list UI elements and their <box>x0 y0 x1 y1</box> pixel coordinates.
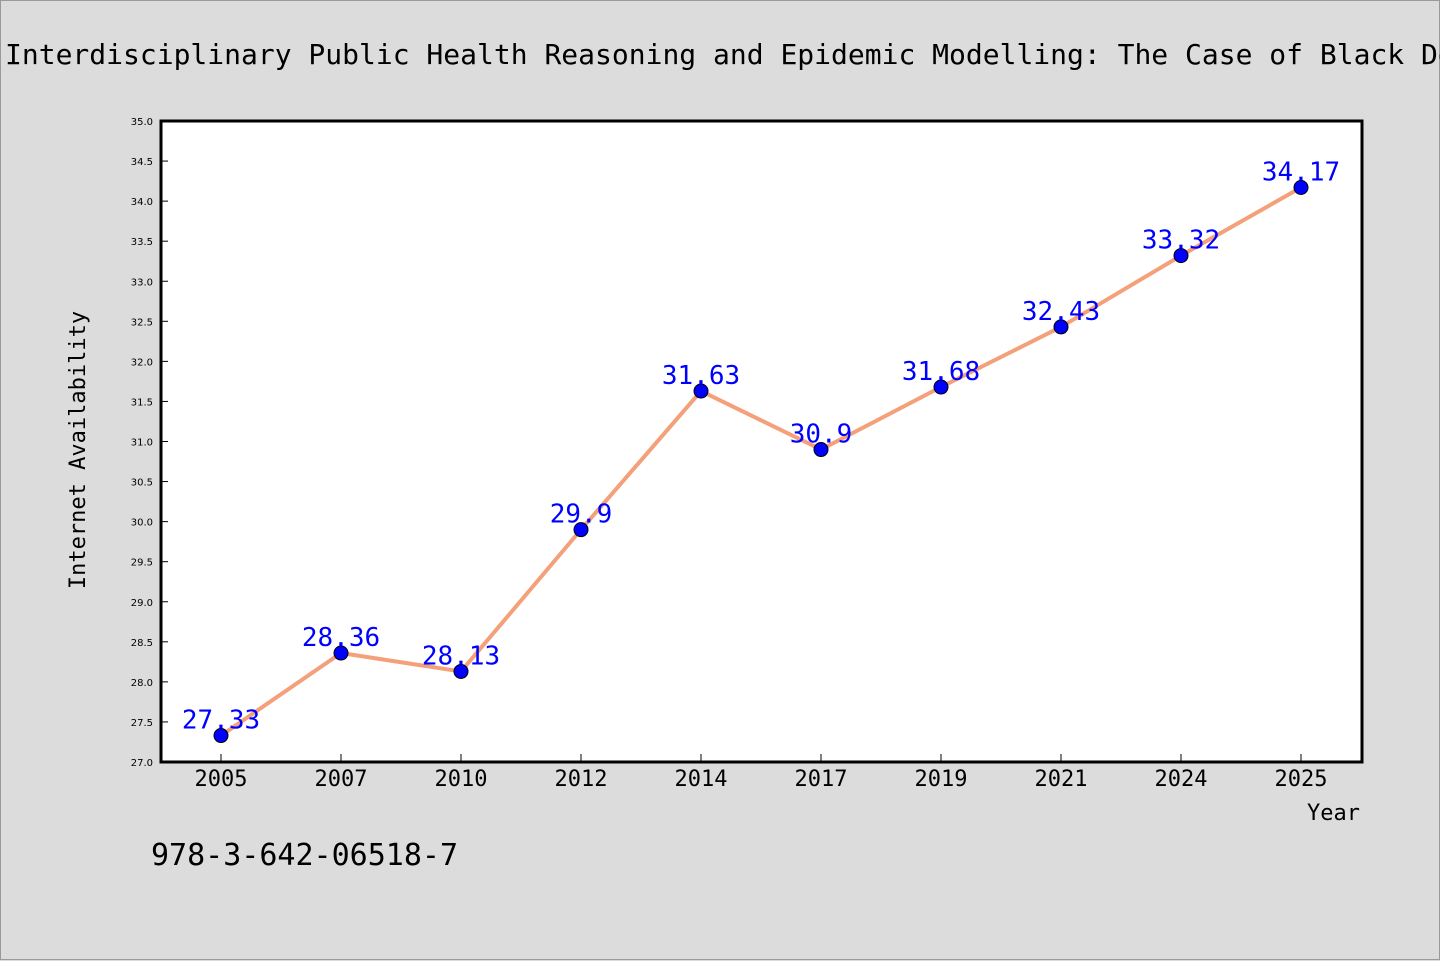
plot-area <box>159 119 1364 764</box>
data-label: 31.63 <box>662 361 740 391</box>
data-point <box>453 663 469 679</box>
y-tick-label: 33.5 <box>131 237 153 248</box>
y-tick-label: 27.5 <box>131 718 153 729</box>
data-point <box>1053 319 1069 335</box>
footer-isbn: 978-3-642-06518-7 <box>151 838 458 873</box>
data-label: 28.36 <box>302 623 380 653</box>
y-tick-label: 31.5 <box>131 397 153 408</box>
y-axis-label: Internet Availability <box>66 311 91 589</box>
y-tick-label: 27.0 <box>131 758 153 769</box>
y-tick-label: 31.0 <box>131 438 153 449</box>
series-markers <box>213 180 1309 744</box>
x-tick-label: 2017 <box>795 767 848 792</box>
data-label: 32.43 <box>1022 297 1100 327</box>
y-axis: 27.0 27.5 28.0 28.5 29.0 29.5 30.0 30.5 31.0 31.5… <box>131 117 168 769</box>
data-point <box>693 383 709 399</box>
data-point <box>1173 248 1189 264</box>
x-tick-label: 2007 <box>315 767 368 792</box>
x-axis: 2005 2007 2010 2012 2014 2017 2019 2021 2024 2025 <box>195 754 1328 792</box>
x-tick-label: 2010 <box>435 767 488 792</box>
x-tick-label: 2024 <box>1155 767 1208 792</box>
y-tick-label: 33.0 <box>131 277 153 288</box>
data-label: 29.9 <box>550 500 613 530</box>
data-labels: 27.33 28.36 28.13 29.9 31.63 30.9 31.68 32.43 33… <box>182 158 1340 736</box>
series-line <box>219 185 1302 738</box>
x-tick-label: 2012 <box>555 767 608 792</box>
x-tick-label: 2021 <box>1035 767 1088 792</box>
x-tick-label: 2005 <box>195 767 248 792</box>
data-point <box>573 522 589 538</box>
y-tick-label: 29.5 <box>131 558 153 569</box>
y-tick-label: 28.0 <box>131 678 153 689</box>
x-axis-label: Year <box>1307 801 1360 826</box>
x-tick-label: 2014 <box>675 767 728 792</box>
y-tick-label: 32.0 <box>131 357 153 368</box>
y-tick-label: 30.0 <box>131 518 153 529</box>
x-tick-label: 2025 <box>1275 767 1328 792</box>
x-tick-label: 2019 <box>915 767 968 792</box>
y-tick-label: 28.5 <box>131 638 153 649</box>
y-tick-label: 34.0 <box>131 197 153 208</box>
data-point <box>333 645 349 661</box>
data-label: 27.33 <box>182 706 260 736</box>
data-point <box>813 442 829 458</box>
data-label: 34.17 <box>1262 158 1340 188</box>
data-label: 30.9 <box>790 420 853 450</box>
y-tick-label: 29.0 <box>131 598 153 609</box>
chart-title: Interdisciplinary Public Health Reasonin… <box>5 38 1440 71</box>
data-label: 28.13 <box>422 641 500 671</box>
data-label: 31.68 <box>902 357 980 387</box>
data-point <box>933 379 949 395</box>
y-tick-label: 34.5 <box>131 157 153 168</box>
y-tick-label: 32.5 <box>131 317 153 328</box>
y-tick-label: 30.5 <box>131 478 153 489</box>
data-label: 33.32 <box>1142 226 1220 256</box>
data-point <box>213 728 229 744</box>
y-tick-label: 35.0 <box>131 117 153 128</box>
data-point <box>1293 180 1309 196</box>
